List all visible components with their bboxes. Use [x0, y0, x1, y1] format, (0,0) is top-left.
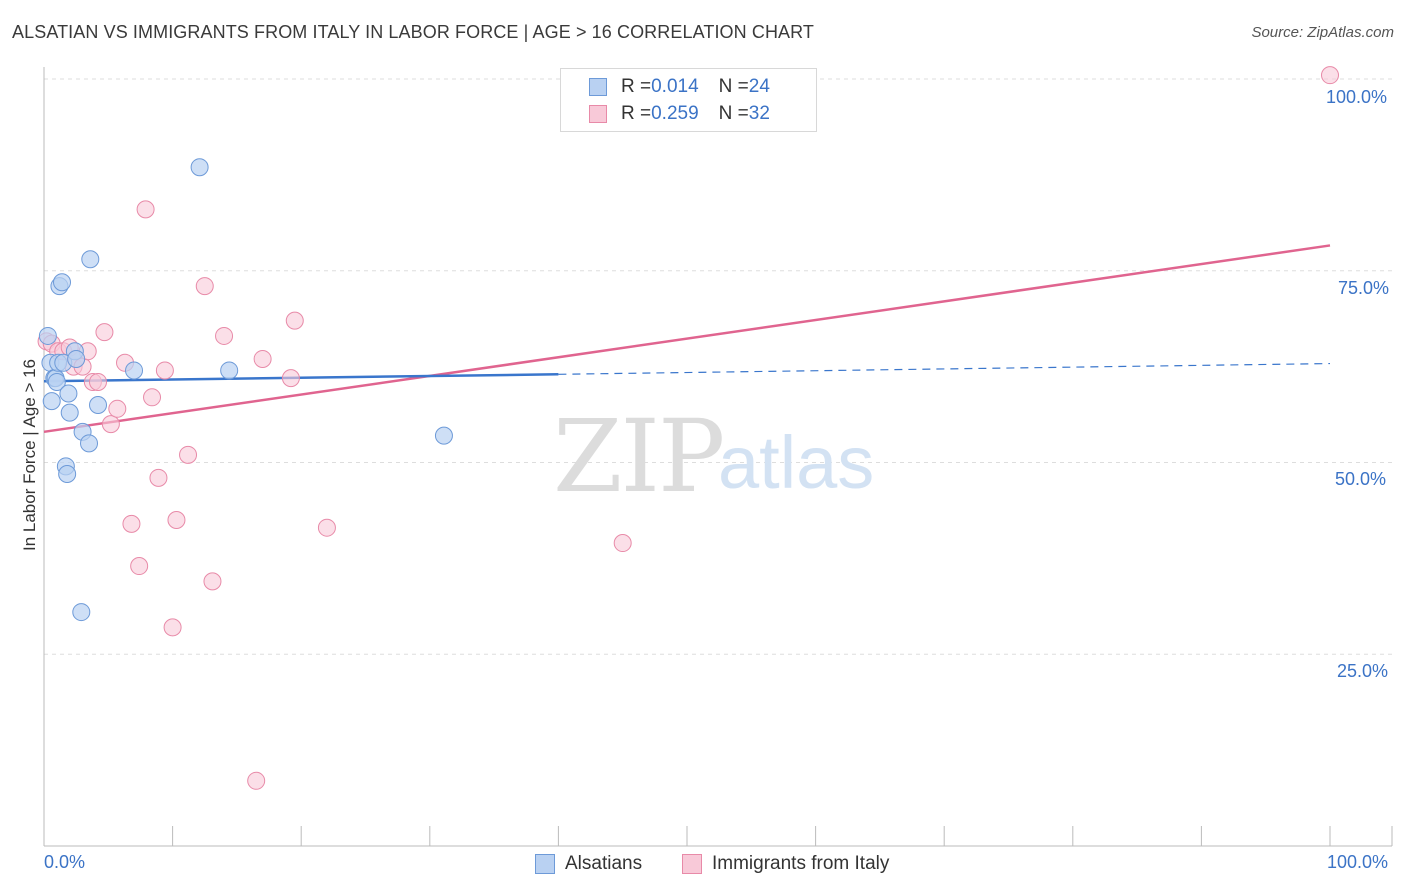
legend-r-label: R =	[621, 103, 652, 124]
italy-point	[95, 323, 114, 342]
y-tick-50: 50.0%	[1335, 469, 1387, 489]
italy-point	[101, 415, 120, 434]
x-tick-right: 100.0%	[1327, 852, 1389, 872]
stats-legend: R = 0.014 N = 24 R = 0.259 N = 32	[560, 68, 817, 132]
italy-point	[122, 514, 141, 533]
y-tick-75: 75.0%	[1338, 278, 1390, 298]
italy-point	[613, 534, 632, 553]
x-tick-left: 0.0%	[44, 852, 86, 872]
alsatian-point	[190, 158, 209, 177]
alsatians-legend-label: Alsatians	[565, 853, 643, 874]
chart-title: ALSATIAN VS IMMIGRANTS FROM ITALY IN LAB…	[12, 22, 815, 42]
italy-point	[203, 572, 222, 591]
italy-point	[108, 399, 127, 418]
italy-swatch	[589, 105, 607, 123]
watermark-zip: ZIP	[553, 398, 725, 515]
alsatian-point	[81, 250, 100, 269]
alsatian-point	[38, 326, 57, 345]
axes	[43, 67, 1393, 847]
alsatians-trend-line	[43, 373, 559, 383]
source-label: Source: ZipAtlas.com	[1251, 24, 1394, 41]
legend-r-label: R =	[621, 76, 652, 97]
italy-point	[149, 468, 168, 487]
bottom-legend-alsatians[interactable]: Alsatians	[535, 852, 642, 876]
italy-point	[247, 771, 266, 790]
italy-point	[285, 311, 304, 330]
y-tick-100: 100.0%	[1326, 87, 1388, 107]
italy-point	[179, 445, 198, 464]
italy-point	[253, 349, 272, 368]
italy-point	[195, 277, 214, 296]
legend-n-value: 32	[748, 103, 770, 124]
alsatian-point	[72, 603, 91, 622]
alsatian-point	[80, 434, 99, 453]
legend-r-value: 0.014	[651, 76, 699, 97]
italy-legend-swatch	[682, 854, 702, 874]
italy-point	[1321, 66, 1339, 85]
alsatian-point	[125, 361, 144, 380]
italy-point	[136, 200, 155, 219]
alsatian-point	[58, 465, 77, 484]
legend-n-label: N =	[718, 76, 749, 97]
y-axis-title: In Labor Force | Age > 16	[20, 358, 39, 552]
italy-point	[317, 518, 336, 537]
italy-point	[130, 557, 149, 576]
legend-row-italy: R = 0.259 N = 32	[589, 103, 770, 125]
alsatian-point	[67, 349, 86, 368]
italy-point	[143, 388, 162, 407]
italy-trend-line	[43, 244, 1331, 434]
alsatian-point	[53, 273, 72, 292]
italy-point	[163, 618, 182, 637]
y-tick-25: 25.0%	[1337, 661, 1389, 681]
italy-legend-label: Immigrants from Italy	[712, 853, 890, 874]
legend-r-value: 0.259	[651, 103, 699, 124]
alsatians-trend-extension	[558, 362, 1331, 375]
alsatians-legend-swatch	[535, 854, 555, 874]
watermark-atlas: atlas	[718, 421, 875, 504]
alsatian-points	[38, 158, 453, 622]
legend-n-value: 24	[748, 76, 770, 97]
italy-point	[281, 369, 300, 388]
alsatians-swatch	[589, 78, 607, 96]
alsatian-point	[434, 426, 453, 445]
italy-point	[155, 361, 174, 380]
legend-n-label: N =	[718, 103, 749, 124]
legend-row-alsatians: R = 0.014 N = 24	[589, 76, 770, 98]
bottom-legend-italy[interactable]: Immigrants from Italy	[682, 852, 889, 876]
alsatian-point	[47, 372, 66, 391]
italy-point	[215, 326, 234, 345]
alsatian-point	[220, 361, 239, 380]
alsatian-point	[60, 403, 79, 422]
italy-point	[89, 372, 108, 391]
trend-lines	[43, 244, 1331, 434]
alsatian-point	[59, 384, 78, 403]
alsatian-point	[89, 395, 108, 414]
italy-point	[167, 511, 186, 530]
alsatian-point	[42, 392, 61, 411]
gridlines	[44, 78, 1392, 655]
